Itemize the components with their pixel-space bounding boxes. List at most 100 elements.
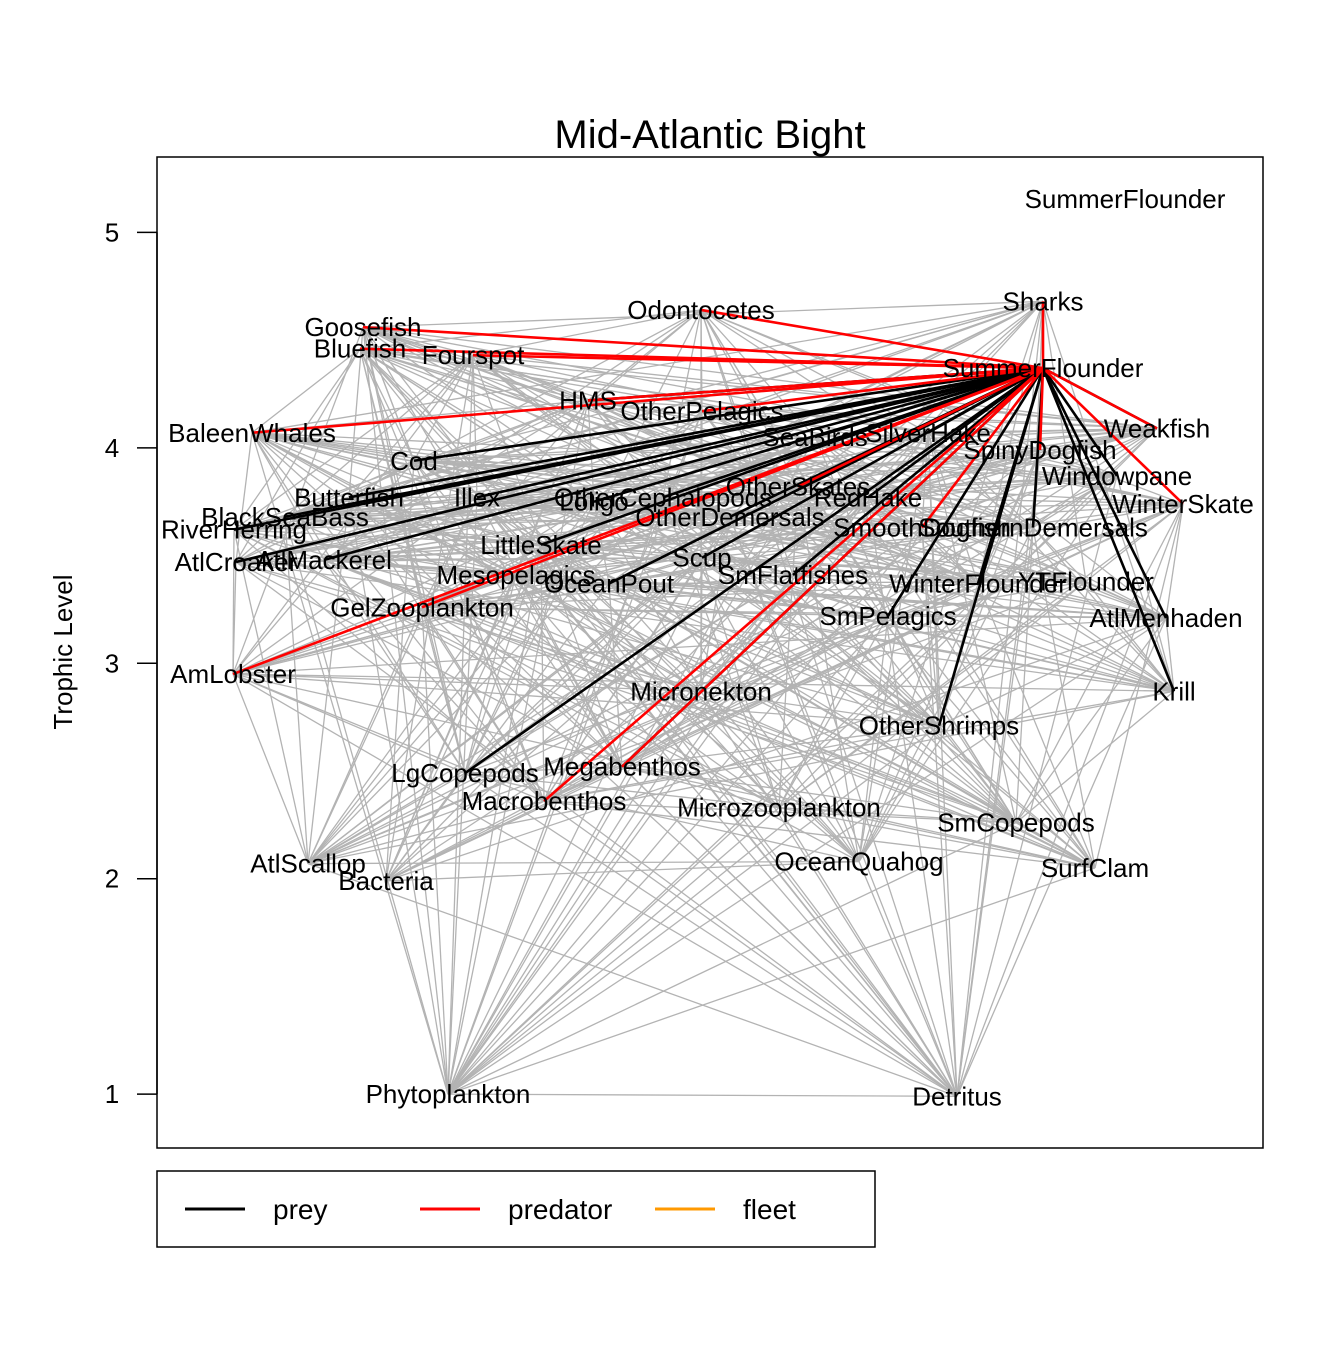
- food-web-link: [307, 800, 545, 865]
- food-web-link: [307, 772, 466, 865]
- food-web-link: [421, 582, 979, 608]
- food-web-link: [323, 559, 1096, 869]
- food-web-link: [927, 432, 1017, 823]
- predator-link-BaleenWhales: [251, 366, 1044, 435]
- food-web-link: [447, 1093, 958, 1097]
- food-web-link: [938, 449, 1041, 726]
- node-label-Detritus: Detritus: [912, 1081, 1002, 1111]
- node-label-OtherSkates: OtherSkates: [726, 472, 871, 502]
- food-web-link: [1165, 503, 1184, 619]
- prey-link-AtlMenhaden: [1041, 367, 1168, 619]
- food-web-link: [540, 544, 702, 692]
- food-web-link: [447, 497, 478, 1095]
- prey-link-AtlMackerel: [323, 366, 1044, 562]
- food-web-link: [543, 800, 1096, 869]
- node-label-Mesopelagics: Mesopelagics: [437, 560, 596, 590]
- food-web-link: [307, 582, 979, 865]
- food-web-link: [232, 582, 610, 675]
- food-web-link: [778, 527, 923, 808]
- node-label-WinterSkate: WinterSkate: [1112, 489, 1254, 519]
- food-web-link: [251, 432, 702, 692]
- food-web-link: [232, 673, 466, 774]
- food-web-link: [421, 475, 1118, 608]
- node-label-OtherShrimps: OtherShrimps: [859, 711, 1019, 741]
- food-web-link: [700, 690, 940, 727]
- food-web-link: [956, 503, 1184, 1097]
- food-web-link: [729, 516, 860, 862]
- food-web-link: [778, 615, 889, 808]
- node-label-AtlMenhaden: AtlMenhaden: [1089, 603, 1242, 633]
- prey-link-SilverHake: [927, 366, 1044, 434]
- food-web-link: [700, 574, 794, 692]
- food-web-link: [447, 497, 869, 1095]
- node-label-SurfClam: SurfClam: [1041, 853, 1149, 883]
- food-web-link: [1042, 301, 1175, 692]
- food-web-link: [701, 526, 1034, 559]
- node-label-Sharks: Sharks: [1003, 286, 1084, 316]
- food-web-link: [608, 582, 940, 727]
- food-web-link: [235, 496, 664, 563]
- node-label-SmPelagics: SmPelagics: [819, 601, 956, 631]
- food-web-link: [421, 606, 1017, 824]
- node-label-Illex: Illex: [454, 482, 500, 512]
- food-web-link: [447, 617, 1167, 1095]
- food-web-link: [233, 529, 542, 546]
- node-label-Krill: Krill: [1152, 676, 1195, 706]
- prey-link-Cod: [413, 366, 1044, 463]
- node-label-Goosefish: Goosefish: [304, 312, 421, 342]
- food-web-link: [778, 580, 1087, 809]
- food-web-link: [284, 460, 415, 518]
- food-web-link: [307, 606, 423, 864]
- food-web-link: [307, 580, 1087, 865]
- node-label-Odontocetes: Odontocetes: [627, 295, 774, 325]
- food-web-link: [385, 860, 860, 882]
- legend-label-prey: prey: [273, 1194, 327, 1225]
- food-web-link: [447, 690, 702, 1095]
- food-web-link: [921, 427, 1158, 529]
- node-label-YTFlounder: YTFlounder: [1018, 566, 1154, 596]
- y-tick-label: 2: [105, 864, 119, 894]
- food-web-link: [421, 606, 545, 802]
- food-web-link: [284, 496, 869, 518]
- food-web-link: [515, 574, 623, 767]
- legend: prey predator fleet: [156, 1170, 876, 1248]
- food-web-link: [543, 800, 1017, 824]
- food-web-link: [232, 326, 364, 675]
- food-web-link: [235, 544, 542, 563]
- food-web-link: [792, 574, 940, 727]
- node-label-Loligo: Loligo: [559, 487, 628, 517]
- food-web-link: [858, 725, 940, 862]
- predator-link-Macrobenthos: [543, 367, 1044, 803]
- food-web-link: [385, 800, 545, 882]
- food-web-link: [1042, 301, 1087, 582]
- food-web-link: [385, 766, 623, 882]
- food-web-link: [814, 436, 979, 585]
- food-web-link: [464, 772, 860, 863]
- node-label-OtherDemersals: OtherDemersals: [635, 502, 824, 532]
- node-label-OtherPelagics: OtherPelagics: [620, 396, 783, 426]
- food-web-link: [421, 607, 466, 774]
- node-label-SouthernDemersals: SouthernDemersals: [918, 513, 1148, 543]
- food-web-link: [858, 861, 958, 1097]
- food-web-link: [797, 486, 1096, 869]
- food-web-link: [284, 516, 449, 1095]
- food-web-link: [778, 806, 1096, 869]
- node-label-SpinyDogfish: SpinyDogfish: [963, 435, 1116, 465]
- food-web-link: [587, 399, 1118, 477]
- food-web-link: [362, 326, 958, 1097]
- food-web-link: [232, 673, 545, 802]
- food-web-link: [858, 432, 929, 862]
- food-web-link: [359, 348, 415, 462]
- predator-link-Odontocetes: [700, 308, 1044, 370]
- food-web-link: [323, 475, 1118, 561]
- food-web-link: [447, 527, 923, 1095]
- y-tick-label: 5: [105, 217, 119, 247]
- predator-link-Fourspot: [472, 353, 1044, 370]
- food-web-link: [323, 526, 1034, 561]
- food-web-link: [887, 615, 1167, 619]
- food-web-link: [235, 561, 958, 1097]
- prey-link-SmPelagics: [886, 367, 1045, 617]
- food-web-link: [956, 527, 1034, 1097]
